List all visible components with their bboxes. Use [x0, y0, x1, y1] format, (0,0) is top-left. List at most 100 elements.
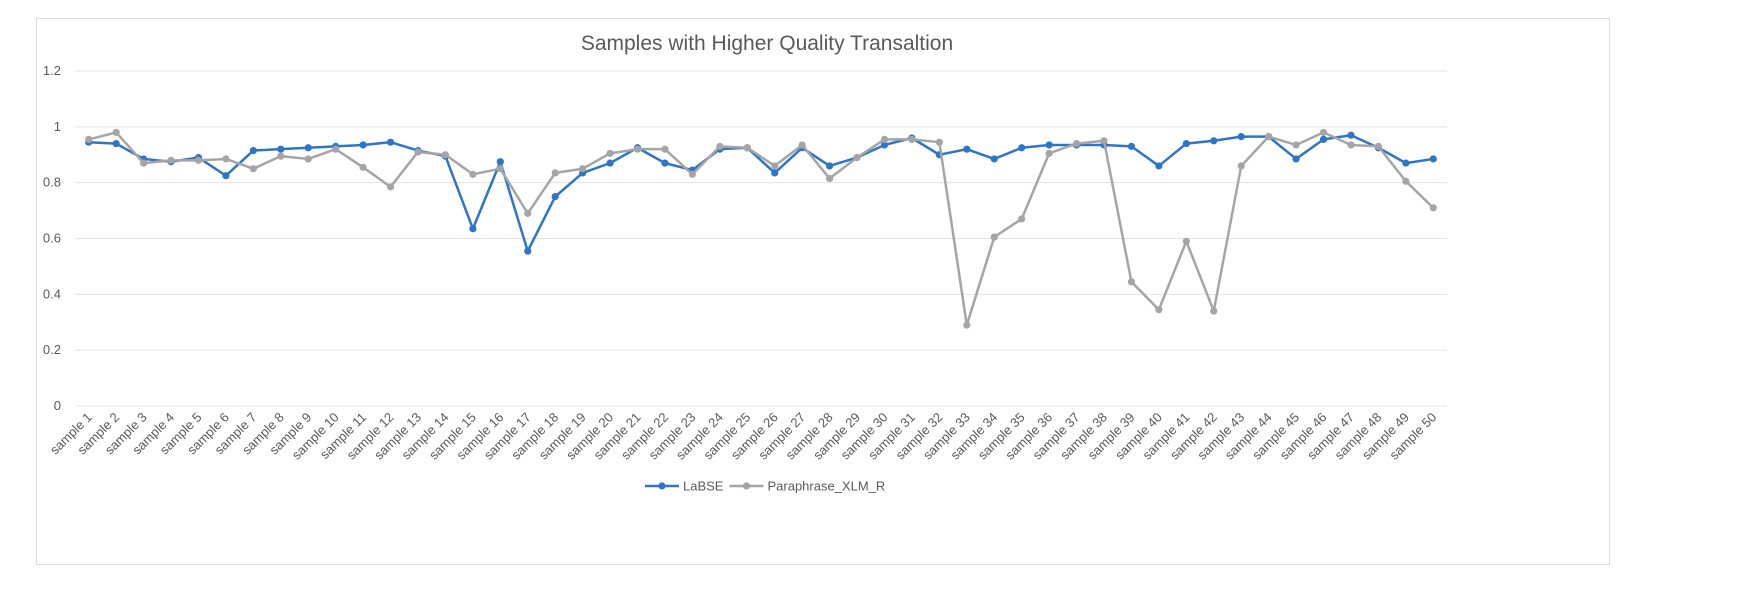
y-tick-label: 1	[54, 119, 61, 134]
legend-item: Paraphrase_XLM_R	[729, 479, 885, 494]
data-point	[1210, 137, 1218, 145]
data-point	[963, 321, 971, 329]
data-point	[963, 145, 971, 153]
data-point	[1045, 141, 1053, 149]
data-point	[661, 159, 669, 167]
data-point	[332, 145, 340, 153]
y-tick-label: 0	[54, 398, 61, 413]
data-point	[798, 141, 806, 149]
y-tick-label: 0.8	[43, 175, 61, 190]
data-point	[112, 139, 120, 148]
data-point	[414, 148, 422, 156]
data-point	[524, 209, 532, 217]
data-point	[85, 135, 93, 143]
data-point	[194, 156, 203, 164]
chart-frame: Samples with Higher Quality Transaltion …	[36, 18, 1610, 565]
data-point	[359, 163, 367, 171]
data-point	[469, 225, 477, 233]
data-point	[880, 141, 889, 149]
data-point	[826, 174, 834, 183]
data-point	[1292, 155, 1300, 163]
data-point	[222, 172, 230, 180]
data-point	[551, 169, 559, 177]
data-point	[1319, 135, 1328, 143]
legend-label: Paraphrase_XLM_R	[767, 479, 885, 494]
data-point	[1319, 128, 1328, 137]
data-point	[1127, 278, 1136, 286]
series-line	[88, 133, 1434, 253]
data-point	[1018, 215, 1026, 223]
data-point	[304, 144, 312, 152]
data-point	[140, 159, 148, 167]
data-point	[249, 165, 257, 173]
data-point	[441, 151, 450, 159]
data-point	[1127, 142, 1136, 150]
data-point	[1045, 149, 1053, 157]
data-point	[469, 170, 477, 178]
line-chart: Samples with Higher Quality Transaltion …	[43, 32, 1447, 494]
data-point	[606, 159, 614, 167]
data-point	[1072, 139, 1081, 148]
data-point	[167, 156, 175, 164]
series-paraphrase-xlm-r	[85, 128, 1437, 329]
data-point	[1155, 306, 1163, 314]
data-point	[606, 149, 614, 157]
data-point	[908, 135, 916, 143]
data-point	[1265, 133, 1273, 141]
data-point	[1347, 131, 1355, 139]
data-point	[1210, 307, 1218, 315]
data-point	[1100, 137, 1108, 145]
data-point	[304, 155, 312, 163]
series-labse	[85, 131, 1437, 255]
y-tick-label: 0.4	[43, 286, 61, 301]
data-point	[386, 183, 395, 191]
data-point	[496, 158, 504, 166]
data-point	[496, 165, 504, 173]
data-point	[1018, 144, 1026, 152]
data-point	[661, 145, 669, 153]
legend-marker	[658, 482, 666, 490]
data-point	[1374, 142, 1382, 150]
data-point	[1155, 162, 1163, 170]
data-point	[1182, 237, 1190, 245]
data-point	[1182, 139, 1190, 148]
data-point	[826, 162, 834, 170]
data-point	[716, 142, 724, 150]
data-point	[743, 144, 751, 152]
data-point	[524, 247, 532, 255]
data-point	[249, 146, 257, 155]
data-point	[633, 145, 642, 153]
data-point	[1402, 159, 1410, 167]
data-point	[880, 135, 889, 143]
legend-item: LaBSE	[645, 479, 724, 494]
y-tick-label: 0.6	[43, 231, 61, 246]
chart-title: Samples with Higher Quality Transaltion	[581, 32, 953, 55]
data-point	[1402, 177, 1410, 185]
legend-marker	[742, 482, 751, 490]
data-point	[579, 165, 587, 173]
series-line	[88, 131, 1435, 327]
data-point	[359, 141, 367, 149]
data-point	[1429, 155, 1437, 163]
data-point	[1347, 141, 1355, 149]
data-point	[771, 169, 779, 177]
data-point	[551, 193, 559, 201]
data-point	[1429, 204, 1437, 212]
data-point	[935, 138, 943, 146]
data-point	[1237, 162, 1245, 170]
legend-label: LaBSE	[683, 479, 724, 494]
y-tick-label: 1.2	[43, 63, 61, 78]
data-point	[853, 153, 861, 162]
data-point	[688, 170, 697, 178]
data-point	[990, 233, 998, 241]
data-point	[386, 138, 395, 146]
data-point	[112, 128, 120, 137]
data-point	[222, 155, 230, 163]
data-point	[277, 152, 285, 160]
data-point	[277, 145, 285, 153]
y-tick-label: 0.2	[43, 342, 61, 357]
data-point	[990, 155, 998, 163]
data-point	[1237, 133, 1245, 141]
data-point	[771, 162, 779, 170]
data-point	[1292, 141, 1300, 149]
